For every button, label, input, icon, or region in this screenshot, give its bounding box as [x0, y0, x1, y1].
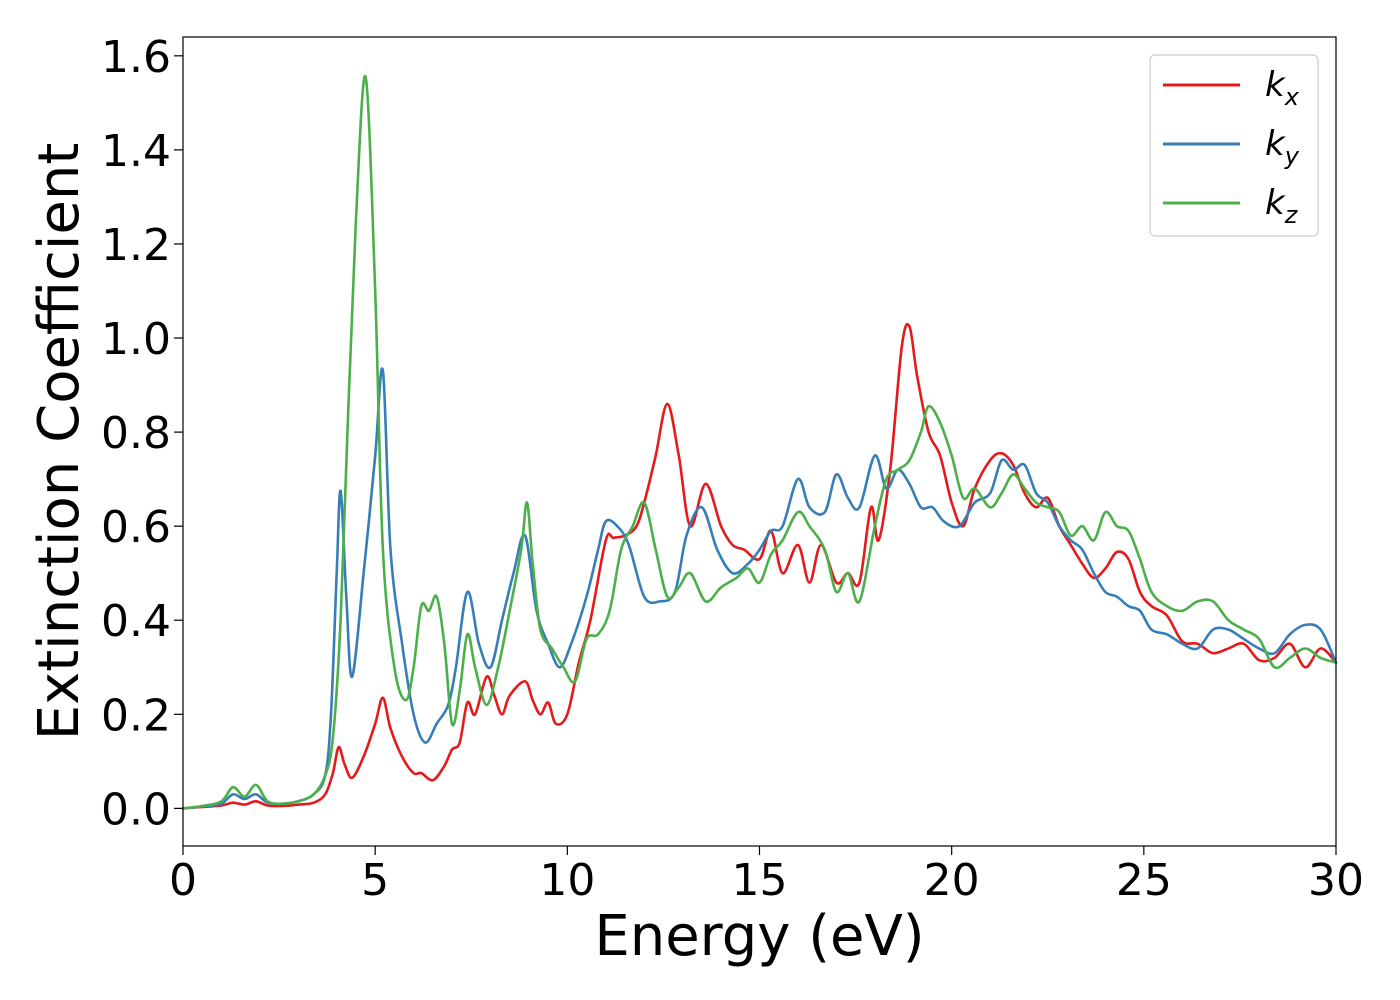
legend-label-z: kz [1265, 183, 1299, 229]
series-layer [181, 74, 1338, 810]
y-axis-title: Extinction Coefficient [27, 143, 92, 741]
y-tick-label: 0.4 [101, 596, 171, 647]
y-tick-label: 0.8 [101, 408, 171, 459]
x-tick-label: 25 [1116, 855, 1172, 906]
x-tick-label: 0 [169, 855, 197, 906]
y-tick-label: 1.6 [101, 32, 171, 83]
y-tick-label: 0.6 [101, 502, 171, 553]
x-tick-label: 5 [361, 855, 389, 906]
y-tick-label: 1.2 [101, 220, 171, 271]
ticks-layer: 0 5 10 15 20 25 30 0.0 0.2 0.4 0.6 0.8 1.0 1.2 1.4 1.6 [101, 32, 1364, 906]
x-axis-title: Energy (eV) [594, 904, 924, 969]
y-tick-label: 0.2 [101, 690, 171, 741]
x-tick-label: 10 [539, 855, 595, 906]
x-tick-label: 20 [924, 855, 980, 906]
series-line-y [181, 367, 1338, 810]
x-tick-label: 15 [732, 855, 788, 906]
y-tick-label: 1.4 [101, 126, 171, 177]
series-line-z [181, 74, 1338, 810]
y-tick-label: 1.0 [101, 314, 171, 365]
x-tick-label: 30 [1308, 855, 1364, 906]
legend: kx ky kz [1149, 54, 1319, 237]
y-tick-label: 0.0 [101, 784, 171, 835]
legend-label-y: ky [1265, 124, 1300, 170]
legend-label-x: kx [1265, 65, 1300, 111]
series-line-x [181, 322, 1338, 810]
